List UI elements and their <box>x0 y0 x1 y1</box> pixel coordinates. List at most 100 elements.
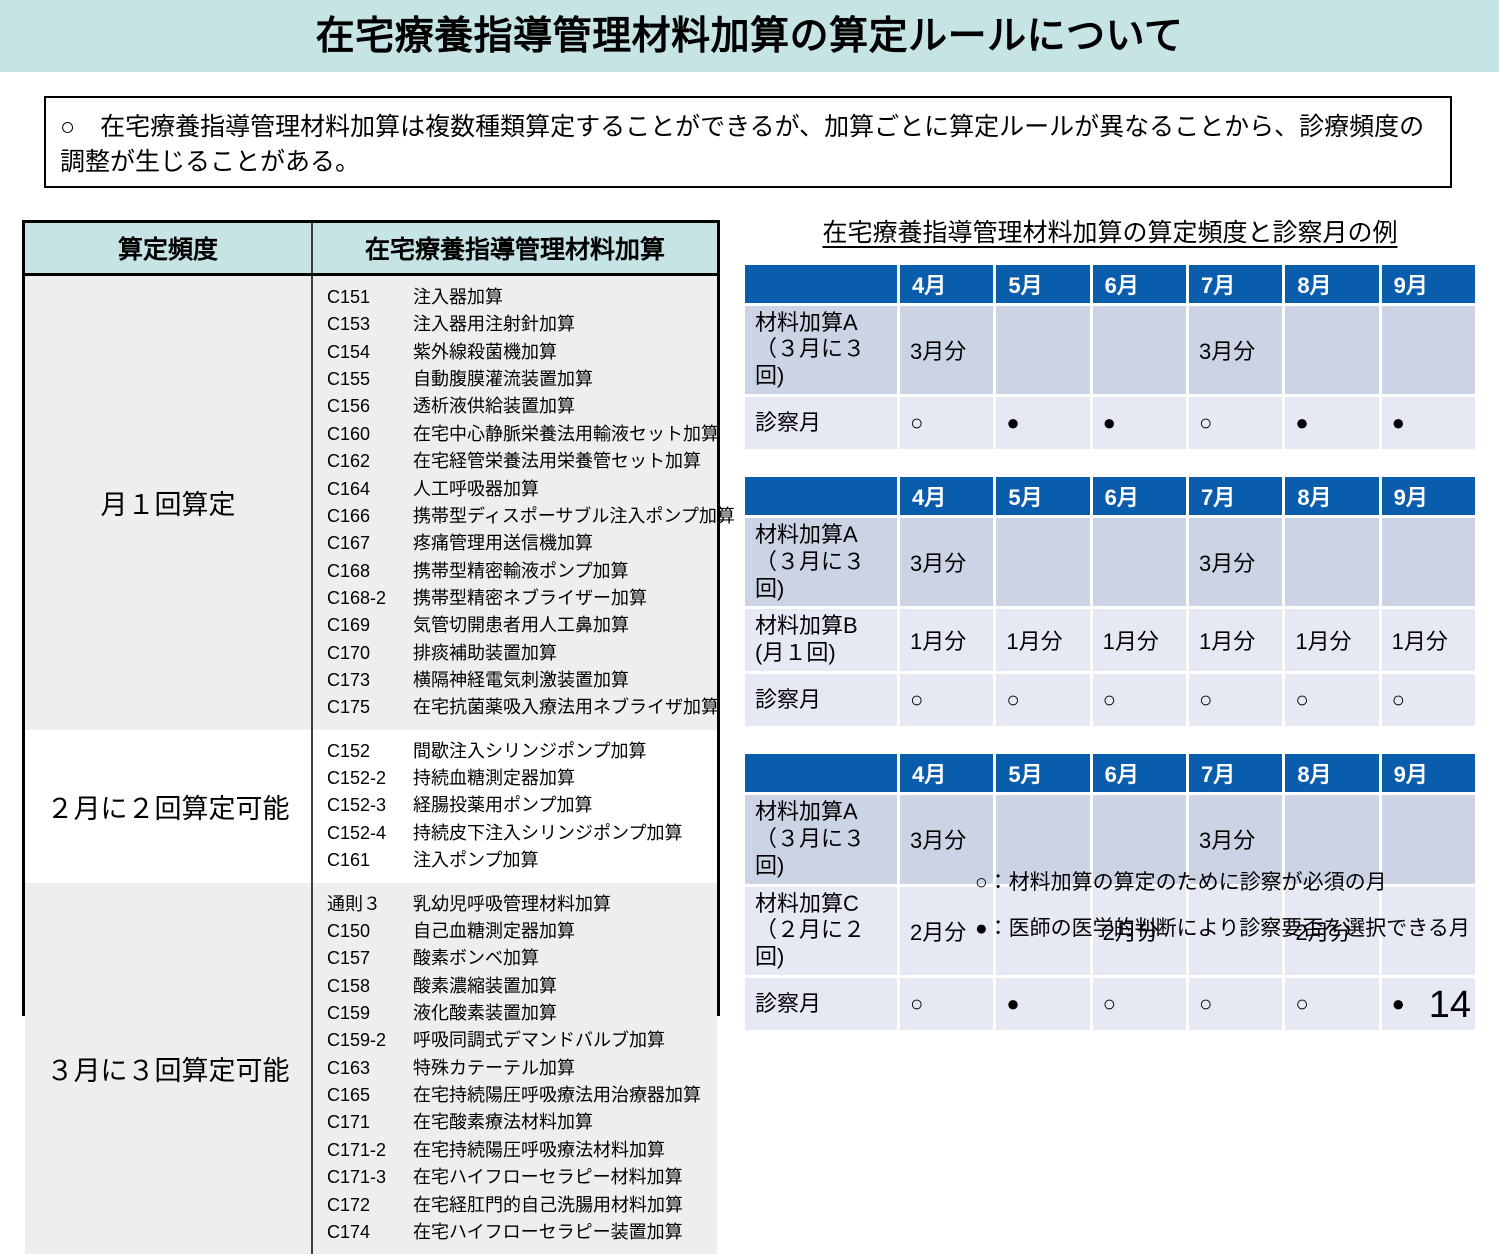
addition-item-name: 携帯型ディスポーサブル注入ポンプ加算 <box>413 503 735 530</box>
addition-item-code: C151 <box>327 284 413 311</box>
exam-month-marker: ○ <box>1189 397 1282 449</box>
frequency-label-cell: ２月に２回算定可能 <box>25 730 312 883</box>
month-value-cell: 1月分 <box>1189 609 1282 671</box>
addition-item-code: C154 <box>327 339 413 366</box>
addition-item-code: 通則３ <box>327 891 413 918</box>
addition-item-code: C168-2 <box>327 585 413 612</box>
exam-month-row: 診察月○●○○○● <box>745 978 1475 1030</box>
month-value-cell: 3月分 <box>900 306 993 394</box>
addition-item-code: C171 <box>327 1109 413 1136</box>
column-header-frequency: 算定頻度 <box>25 223 312 275</box>
table-header-row: 算定頻度 在宅療養指導管理材料加算 <box>25 223 717 275</box>
month-column-header: 5月 <box>996 477 1089 515</box>
month-value-cell <box>1382 518 1475 606</box>
month-value-cell <box>996 306 1089 394</box>
exam-month-marker: ○ <box>996 674 1089 726</box>
addition-item-name: 横隔神経電気刺激装置加算 <box>413 667 717 694</box>
month-value-cell: 3月分 <box>900 518 993 606</box>
addition-item-name: 注入器加算 <box>413 284 717 311</box>
exam-month-marker: ○ <box>1093 674 1186 726</box>
exam-month-marker: ● <box>1093 397 1186 449</box>
addition-item-code: C152-3 <box>327 792 413 819</box>
legend-line-filled-circle: ●：医師の医学的判断により診察要否を選択できる月 <box>975 916 1495 942</box>
addition-item-code: C172 <box>327 1192 413 1219</box>
month-table-corner <box>745 754 897 792</box>
row-label-cell: 材料加算A （３月に３回) <box>745 795 897 883</box>
exam-month-marker: ○ <box>900 978 993 1030</box>
addition-item-name: 液化酸素装置加算 <box>413 1000 717 1027</box>
exam-month-marker: ● <box>1382 397 1475 449</box>
month-value-cell: 1月分 <box>1285 609 1378 671</box>
exam-month-marker: ● <box>996 978 1089 1030</box>
addition-item-code: C162 <box>327 448 413 475</box>
addition-item-name: 注入ポンプ加算 <box>413 847 717 874</box>
addition-item-code: C164 <box>327 476 413 503</box>
addition-item-code: C159-2 <box>327 1027 413 1054</box>
addition-item-name: 在宅酸素療法材料加算 <box>413 1109 717 1136</box>
addition-item-code: C157 <box>327 945 413 972</box>
exam-month-row: 診察月○●●○●● <box>745 397 1475 449</box>
addition-item-code: C153 <box>327 311 413 338</box>
month-column-header: 4月 <box>900 754 993 792</box>
row-label-cell: 材料加算C （２月に２回) <box>745 887 897 975</box>
addition-item-code: C152-2 <box>327 765 413 792</box>
legend: ○：材料加算の算定のために診察が必須の月 ●：医師の医学的判断により診察要否を選… <box>975 870 1495 963</box>
title-band: 在宅療養指導管理材料加算の算定ルールについて <box>0 0 1499 72</box>
addition-item-code: C170 <box>327 640 413 667</box>
addition-item-code: C174 <box>327 1219 413 1246</box>
addition-item-code: C163 <box>327 1055 413 1082</box>
page-number: 14 <box>1429 986 1471 1024</box>
month-column-header: 9月 <box>1382 265 1475 303</box>
addition-item-name: 自動腹膜灌流装置加算 <box>413 366 717 393</box>
month-column-header: 5月 <box>996 265 1089 303</box>
month-value-cell <box>1285 306 1378 394</box>
month-column-header: 6月 <box>1093 477 1186 515</box>
addition-item-name: 酸素濃縮装置加算 <box>413 973 717 1000</box>
column-header-addition: 在宅療養指導管理材料加算 <box>312 223 717 275</box>
addition-item-code: C171-3 <box>327 1164 413 1191</box>
addition-item-code: C161 <box>327 847 413 874</box>
addition-item-name: 呼吸同調式デマンドバルブ加算 <box>413 1027 717 1054</box>
addition-item-name: 人工呼吸器加算 <box>413 476 717 503</box>
addition-item-name: 携帯型精密ネブライザー加算 <box>413 585 717 612</box>
exam-month-marker: ○ <box>1382 674 1475 726</box>
addition-item-name: 在宅経管栄養法用栄養管セット加算 <box>413 448 717 475</box>
addition-item-name: 在宅持続陽圧呼吸療法材料加算 <box>413 1137 717 1164</box>
month-value-cell: 1月分 <box>1382 609 1475 671</box>
exam-month-marker: ○ <box>900 397 993 449</box>
frequency-label-cell: ３月に３回算定可能 <box>25 883 312 1254</box>
addition-item-code: C156 <box>327 393 413 420</box>
exam-month-marker: ○ <box>1189 978 1282 1030</box>
